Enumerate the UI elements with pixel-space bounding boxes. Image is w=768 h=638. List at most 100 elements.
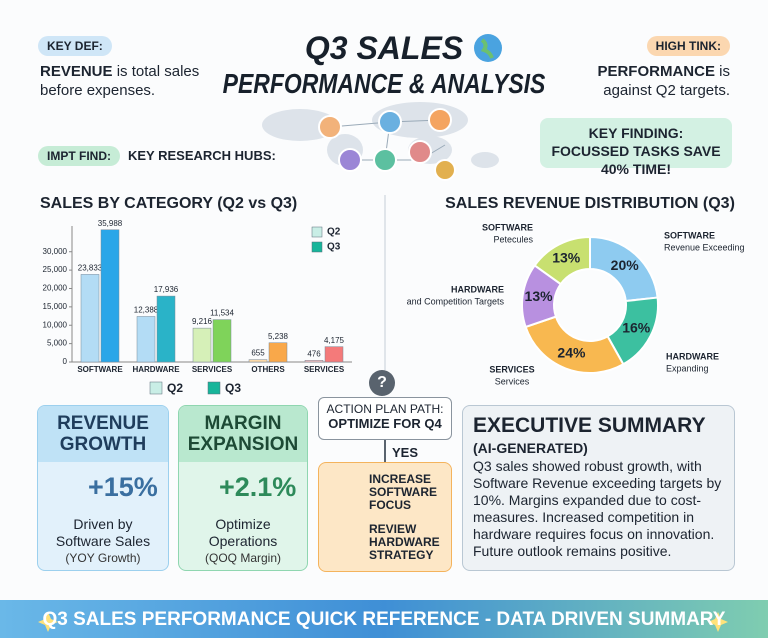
sparkle	[38, 612, 58, 632]
value-label: 23,833	[78, 264, 103, 273]
y-tick-label: 20,000	[43, 284, 68, 293]
value-label: 5,238	[268, 332, 289, 341]
slice-label: SOFTWARE	[482, 222, 533, 232]
finding-label: KEY RESEARCH HUBS:	[128, 148, 276, 163]
bar	[304, 360, 324, 363]
value-label: 11,534	[210, 309, 234, 318]
bar	[100, 229, 120, 363]
card-text: Driven by Software Sales	[55, 516, 151, 549]
legend-swatch	[207, 381, 221, 395]
card-value: +2.1%	[219, 472, 297, 502]
pie-slice	[524, 315, 625, 374]
action-item: INCREASE SOFTWARE FOCUS	[369, 472, 437, 512]
chart-title: SALES BY CATEGORY (Q2 vs Q3)	[40, 195, 297, 212]
slice-sublabel: Services	[495, 376, 530, 386]
legend-label: Q3	[327, 242, 341, 253]
value-label: 20%	[611, 257, 640, 273]
summary-text: Q3 sales showed robust growth, with Soft…	[473, 458, 722, 559]
card-note: (QOQ Margin)	[204, 551, 281, 565]
legend-swatch	[149, 381, 163, 395]
card-value: +15%	[88, 472, 158, 502]
summary-title: EXECUTIVE SUMMARY	[473, 414, 706, 437]
slice-sublabel: Petecules	[493, 234, 533, 244]
value-label: 13%	[525, 288, 554, 304]
footer-bar	[0, 600, 768, 638]
value-label: 13%	[552, 249, 581, 265]
y-tick-label: 5,000	[47, 339, 68, 348]
title-line: Q3 SALES	[304, 30, 464, 66]
value-label: 655	[251, 349, 265, 358]
card-title: MARGIN EXPANSION	[179, 406, 307, 462]
bar	[136, 316, 156, 363]
bar	[324, 346, 344, 363]
x-tick-label: OTHERS	[251, 365, 285, 374]
bar	[268, 342, 288, 363]
value-label: 16%	[622, 319, 651, 335]
title-line: PERFORMANCE & ANALYSIS	[222, 68, 546, 99]
definition: PERFORMANCE is against Q2 targets.	[570, 62, 730, 100]
card-text: Optimize Operations	[208, 516, 278, 549]
value-label: 17,936	[154, 285, 179, 294]
definition: REVENUE is total sales before expenses.	[40, 62, 220, 100]
action-goal: OPTIMIZE FOR Q4	[328, 416, 442, 431]
bar	[212, 319, 232, 363]
bar	[156, 295, 176, 363]
card-title: REVENUE GROWTH	[38, 406, 168, 462]
y-tick-label: 0	[63, 357, 68, 366]
y-tick-label: 10,000	[43, 320, 68, 329]
value-label: 4,175	[324, 336, 345, 345]
definition-text: is against Q2 targets.	[603, 63, 730, 99]
definition-text: is total sales before expenses.	[40, 63, 200, 99]
value-label: 35,988	[98, 219, 123, 228]
slice-sublabel: Expanding	[666, 363, 709, 373]
legend-swatch	[311, 241, 323, 253]
slice-label: HARDWARE	[451, 284, 504, 294]
slice-label: SERVICES	[489, 364, 534, 374]
summary-subtitle: (AI-GENERATED)	[473, 440, 588, 456]
y-tick-label: 30,000	[43, 247, 68, 256]
action-items: INCREASE SOFTWARE FOCUS REVIEW HARDWARE …	[318, 462, 452, 572]
legend-label: Q3	[225, 381, 241, 395]
x-tick-label: HARDWARE	[132, 365, 180, 374]
pie-slice	[533, 235, 591, 286]
slice-sublabel: Revenue Exceeding	[664, 242, 745, 252]
bar	[192, 327, 212, 363]
key-finding: KEY FINDING: FOCUSSED TASKS SAVE 40% TIM…	[540, 118, 732, 177]
badge: HIGH TINK:	[646, 36, 730, 56]
legend-label: Q2	[167, 381, 183, 395]
sparkle	[708, 612, 728, 632]
people-icons	[318, 108, 456, 181]
action-label: ACTION PLAN PATH:	[326, 402, 444, 416]
x-tick-label: SERVICES	[192, 365, 233, 374]
value-label: 24%	[557, 344, 586, 360]
x-tick-label: SOFTWARE	[77, 365, 123, 374]
slice-sublabel: and Competition Targets	[407, 296, 505, 306]
badge: IMPT FIND:	[38, 146, 120, 166]
value-label: 476	[307, 349, 321, 358]
footer-text: Q3 SALES PERFORMANCE QUICK REFERENCE - D…	[42, 609, 726, 630]
revenue-card: REVENUE GROWTH +15% Driven by Software S…	[37, 405, 169, 571]
action-item: REVIEW HARDWARE STRATEGY	[369, 522, 440, 562]
legend-swatch	[311, 226, 323, 238]
bar	[248, 359, 268, 363]
question-mark: ?	[377, 374, 387, 391]
value-label: 12,388	[134, 306, 159, 315]
card-note: (YOY Growth)	[65, 551, 141, 565]
x-tick-label: SERVICES	[304, 365, 345, 374]
chart-title: SALES REVENUE DISTRIBUTION (Q3)	[445, 195, 735, 212]
term: REVENUE	[40, 63, 113, 80]
action-plan-box: ACTION PLAN PATH: OPTIMIZE FOR Q4	[318, 397, 452, 440]
margin-card: MARGIN EXPANSION +2.1% Optimize Operatio…	[178, 405, 308, 571]
term: PERFORMANCE	[597, 63, 715, 80]
legend-label: Q2	[327, 227, 341, 238]
globe-icon	[474, 34, 502, 62]
slice-label: HARDWARE	[666, 351, 719, 361]
globe-land	[480, 38, 494, 59]
executive-summary: EXECUTIVE SUMMARY (AI-GENERATED) Q3 sale…	[462, 405, 735, 571]
answer: YES	[392, 445, 419, 460]
badge: KEY DEF:	[38, 36, 112, 56]
slice-label: SOFTWARE	[664, 230, 715, 240]
bar	[80, 274, 100, 363]
